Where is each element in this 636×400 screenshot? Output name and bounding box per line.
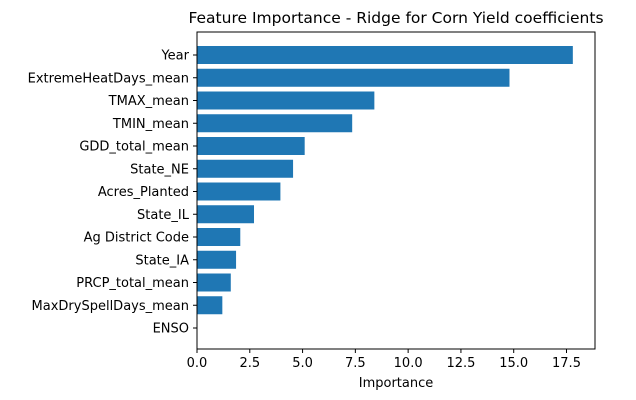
bar (197, 46, 573, 64)
x-tick-label: 5.0 (292, 356, 313, 371)
y-tick-label: ExtremeHeatDays_mean (28, 71, 189, 86)
y-tick-label: TMIN_mean (112, 117, 189, 132)
x-tick-label: 17.5 (552, 356, 581, 371)
x-tick-label: 10.0 (394, 356, 423, 371)
bar (197, 137, 305, 155)
y-tick-label: State_NE (130, 162, 189, 177)
y-tick-label: TMAX_mean (108, 94, 189, 109)
y-tick-label: MaxDrySpellDays_mean (32, 299, 189, 314)
y-tick-label: Acres_Planted (98, 185, 189, 200)
bar-group (197, 46, 573, 315)
bar (197, 91, 375, 110)
bar (197, 296, 223, 315)
bar (197, 114, 353, 133)
x-tick-label: 15.0 (499, 356, 528, 371)
bar (197, 228, 241, 246)
chart-title: Feature Importance - Ridge for Corn Yiel… (188, 9, 603, 27)
y-tick-label: Ag District Code (84, 231, 189, 246)
y-tick-label: State_IA (135, 253, 189, 268)
y-tick-label: ENSO (153, 322, 189, 337)
x-tick-label: 7.5 (345, 356, 366, 371)
x-tick-label: 2.5 (239, 356, 260, 371)
plot-frame (196, 31, 596, 350)
bar (197, 273, 231, 292)
bar (197, 159, 294, 178)
bar (197, 250, 237, 269)
bar (197, 68, 510, 87)
y-tick-label: GDD_total_mean (79, 140, 189, 155)
x-tick-label: 12.5 (446, 356, 475, 371)
bar (197, 205, 255, 224)
y-tick-label: Year (160, 49, 189, 64)
bar (197, 182, 281, 201)
y-tick-label: State_IL (137, 208, 190, 223)
x-tick-label: 0.0 (187, 356, 208, 371)
y-tick-labels: Year ExtremeHeatDays_mean TMAX_mean TMIN_me… (28, 49, 197, 337)
x-axis-label: Importance (359, 376, 434, 391)
y-tick-label: PRCP_total_mean (76, 276, 189, 291)
x-axis: 0.0 2.5 5.0 7.5 10.0 12.5 15.0 17.5 (187, 349, 581, 371)
